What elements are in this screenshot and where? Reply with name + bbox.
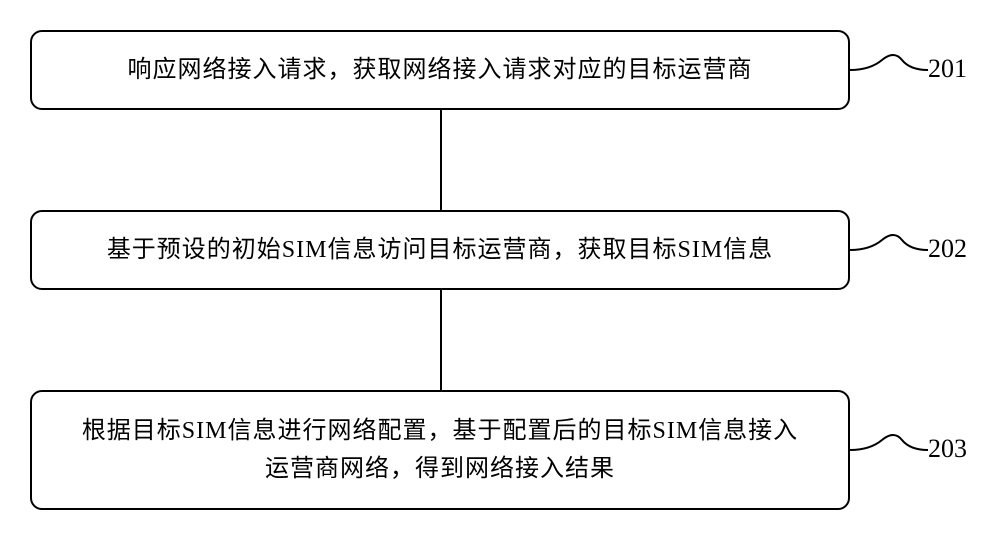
step-box-201: 响应网络接入请求，获取网络接入请求对应的目标运营商: [30, 30, 850, 110]
step-box-203: 根据目标SIM信息进行网络配置，基于配置后的目标SIM信息接入运营商网络，得到网…: [30, 390, 850, 510]
connector-1: [440, 110, 442, 210]
step-text-203: 根据目标SIM信息进行网络配置，基于配置后的目标SIM信息接入运营商网络，得到网…: [70, 412, 810, 489]
step-box-202: 基于预设的初始SIM信息访问目标运营商，获取目标SIM信息: [30, 210, 850, 290]
step-text-201: 响应网络接入请求，获取网络接入请求对应的目标运营商: [128, 51, 753, 89]
step-label-202: 202: [928, 234, 967, 264]
flowchart-container: 响应网络接入请求，获取网络接入请求对应的目标运营商 基于预设的初始SIM信息访问…: [0, 0, 1000, 533]
label-curve-201: [850, 50, 928, 90]
step-label-201: 201: [928, 54, 967, 84]
label-curve-202: [850, 230, 928, 270]
connector-2: [440, 290, 442, 390]
step-text-202: 基于预设的初始SIM信息访问目标运营商，获取目标SIM信息: [107, 231, 773, 269]
label-curve-203: [850, 430, 928, 470]
step-label-203: 203: [928, 434, 967, 464]
